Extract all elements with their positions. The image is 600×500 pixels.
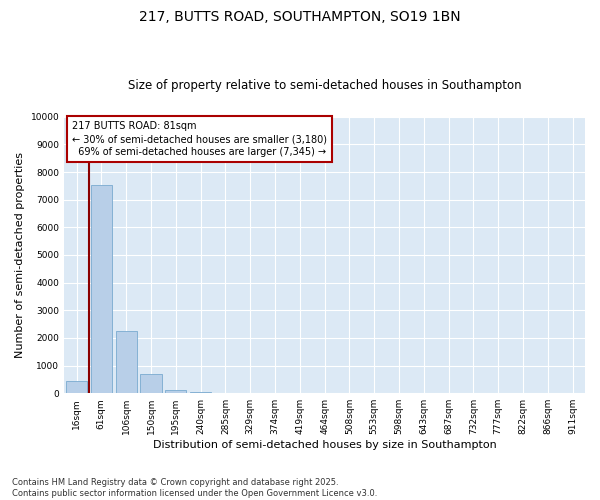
Bar: [91, 184, 112, 393]
Text: Contains HM Land Registry data © Crown copyright and database right 2025.
Contai: Contains HM Land Registry data © Crown c…: [12, 478, 377, 498]
Title: Size of property relative to semi-detached houses in Southampton: Size of property relative to semi-detach…: [128, 79, 521, 92]
Text: 217, BUTTS ROAD, SOUTHAMPTON, SO19 1BN: 217, BUTTS ROAD, SOUTHAMPTON, SO19 1BN: [139, 10, 461, 24]
Bar: [66, 382, 87, 393]
Bar: [116, 331, 137, 393]
Bar: [140, 374, 161, 393]
Text: 217 BUTTS ROAD: 81sqm
← 30% of semi-detached houses are smaller (3,180)
  69% of: 217 BUTTS ROAD: 81sqm ← 30% of semi-deta…: [72, 121, 327, 158]
Y-axis label: Number of semi-detached properties: Number of semi-detached properties: [15, 152, 25, 358]
Bar: [190, 392, 211, 393]
Bar: [165, 390, 187, 393]
X-axis label: Distribution of semi-detached houses by size in Southampton: Distribution of semi-detached houses by …: [153, 440, 496, 450]
